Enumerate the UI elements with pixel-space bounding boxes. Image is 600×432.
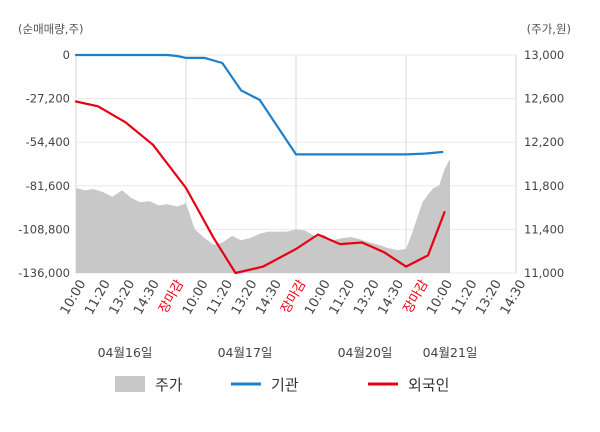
legend-label: 주가 bbox=[155, 376, 183, 394]
left-y-tick-label: -54,400 bbox=[26, 135, 70, 149]
left-y-tick-label: 0 bbox=[63, 48, 70, 62]
left-y-tick-label: -81,600 bbox=[26, 179, 70, 193]
legend-label: 외국인 bbox=[408, 376, 449, 394]
left-y-tick-label: -27,200 bbox=[26, 92, 70, 106]
right-y-tick-label: 11,800 bbox=[524, 179, 564, 193]
date-label: 04월20일 bbox=[338, 345, 393, 360]
right-y-tick-label: 12,600 bbox=[524, 92, 564, 106]
price-area-layer bbox=[76, 158, 450, 273]
right-y-tick-label: 11,400 bbox=[524, 222, 564, 236]
date-label: 04월16일 bbox=[98, 345, 153, 360]
series-line-institution bbox=[74, 53, 444, 156]
right-y-tick-label: 13,000 bbox=[524, 48, 564, 62]
left-axis-unit-label: (순매매량,주) bbox=[18, 22, 84, 36]
price-area bbox=[76, 158, 450, 273]
series-line-foreign bbox=[74, 100, 446, 275]
left-y-tick-label: -136,000 bbox=[18, 266, 70, 280]
date-label: 04월17일 bbox=[218, 345, 273, 360]
net-trade-lines-layer bbox=[74, 53, 446, 275]
legend-label: 기관 bbox=[271, 376, 299, 394]
right-y-tick-label: 12,200 bbox=[524, 135, 564, 149]
date-label: 04월21일 bbox=[423, 345, 478, 360]
right-y-tick-label: 11,000 bbox=[524, 266, 564, 280]
left-y-tick-label: -108,800 bbox=[18, 222, 70, 236]
right-axis-unit-label: (주가,원) bbox=[527, 22, 571, 36]
legend: 주가 기관 외국인 bbox=[115, 376, 449, 394]
legend-swatch-price bbox=[115, 376, 145, 392]
